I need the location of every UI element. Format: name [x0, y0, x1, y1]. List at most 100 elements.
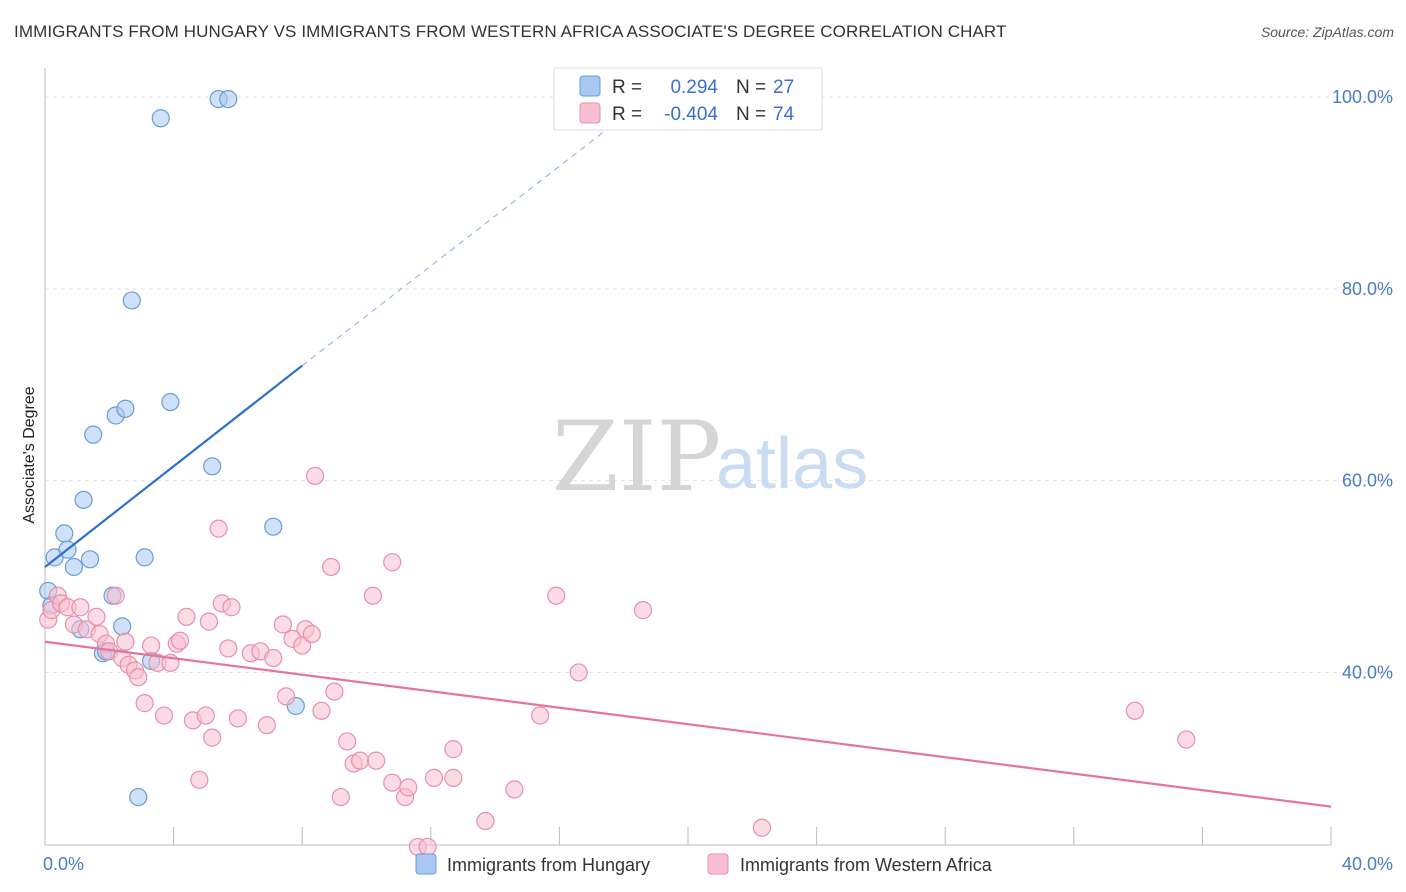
bottom-legend-swatch-western-africa: [707, 853, 729, 875]
hungary-point: [135, 548, 154, 567]
series-western-africa-points: [39, 466, 1196, 857]
y-axis-label: Associate's Degree: [21, 386, 38, 523]
western-africa-point: [367, 751, 386, 770]
western-africa-point: [209, 519, 228, 538]
x-tick-label: 0.0%: [43, 854, 84, 874]
hungary-point: [161, 392, 180, 412]
western-africa-point: [141, 636, 161, 655]
legend-r-label-western-africa: R =: [612, 104, 642, 125]
hungary-point: [64, 557, 84, 577]
hungary-point: [55, 524, 74, 543]
western-africa-point: [322, 557, 341, 577]
top-legend: R = 0.294 N = 27 R = -0.404 N = 74: [553, 67, 823, 131]
y-tick-label: 80.0%: [1342, 279, 1393, 299]
bottom-legend-label-hungary: Immigrants from Hungary: [447, 855, 650, 875]
legend-n-label-hungary: N =: [736, 77, 766, 98]
bottom-legend-swatch-hungary: [415, 853, 437, 875]
hungary-point: [113, 617, 132, 636]
western-africa-point: [383, 773, 402, 792]
axes: [44, 68, 1332, 846]
x-tick-label: 40.0%: [1342, 854, 1393, 874]
western-africa-point: [531, 706, 550, 725]
legend-swatch-hungary: [579, 75, 601, 97]
western-africa-point: [228, 709, 247, 728]
hungary-point: [84, 425, 103, 444]
y-tick-label: 60.0%: [1342, 471, 1393, 491]
hungary-point: [203, 457, 222, 476]
western-africa-point: [257, 716, 276, 735]
source-label: Source: ZipAtlas.com: [1260, 24, 1394, 40]
western-africa-point: [106, 586, 125, 605]
legend-r-value-western-africa: -0.404: [664, 104, 718, 125]
western-africa-point: [444, 768, 463, 787]
hungary-point: [151, 109, 170, 128]
hungary-point: [129, 787, 148, 807]
hungary-point: [122, 291, 141, 310]
western-africa-point: [302, 624, 321, 644]
grid-lines: [45, 96, 1392, 673]
tick-labels: 100.0% 80.0% 60.0% 40.0% 0.0% 40.0%: [43, 87, 1393, 874]
y-tick-label: 40.0%: [1342, 662, 1393, 682]
western-africa-point: [219, 639, 238, 658]
western-africa-point: [264, 648, 283, 668]
series-hungary-points: [39, 89, 305, 807]
bottom-legend-label-western-africa: Immigrants from Western Africa: [740, 855, 993, 875]
hungary-trend-extension: [301, 115, 625, 367]
western-africa-point: [569, 663, 588, 682]
western-africa-point: [424, 768, 444, 787]
western-africa-point: [476, 811, 495, 831]
hungary-point: [80, 550, 100, 569]
western-africa-point: [399, 778, 418, 797]
legend-swatch-western-africa: [579, 102, 601, 124]
western-africa-point: [154, 706, 174, 725]
watermark: ZIP atlas: [552, 401, 868, 513]
western-africa-point: [135, 694, 154, 713]
western-africa-point: [277, 687, 296, 706]
western-africa-point: [418, 837, 437, 857]
western-africa-point: [444, 740, 463, 759]
western-africa-point: [196, 706, 215, 725]
western-africa-point: [305, 466, 325, 485]
western-africa-point: [331, 787, 350, 807]
bottom-legend: Immigrants from Hungary Immigrants from …: [415, 853, 993, 875]
hungary-point: [116, 399, 135, 418]
western-africa-trend-line: [44, 640, 1332, 808]
western-africa-point: [170, 631, 190, 650]
western-africa-point: [752, 818, 772, 837]
western-africa-point: [350, 751, 370, 770]
legend-n-label-western-africa: N =: [736, 104, 766, 125]
western-africa-point: [203, 728, 222, 747]
western-africa-point: [338, 732, 357, 751]
western-africa-point: [383, 553, 402, 572]
hungary-point: [74, 490, 93, 509]
western-africa-point: [312, 701, 331, 720]
western-africa-point: [1177, 730, 1196, 749]
western-africa-point: [87, 607, 106, 626]
western-africa-point: [633, 601, 653, 620]
y-tick-label: 100.0%: [1332, 87, 1393, 107]
western-africa-point: [547, 586, 566, 605]
western-africa-point: [273, 615, 293, 634]
legend-r-label-hungary: R =: [612, 77, 642, 98]
western-africa-point: [71, 598, 90, 617]
western-africa-point: [222, 598, 241, 617]
western-africa-point: [190, 770, 209, 789]
western-africa-point: [177, 607, 196, 626]
trend-lines: [44, 115, 1332, 808]
western-africa-point: [199, 612, 219, 631]
western-africa-point: [363, 586, 383, 605]
western-africa-point: [325, 682, 344, 701]
watermark-atlas: atlas: [716, 424, 868, 504]
hungary-point: [219, 89, 238, 109]
western-africa-point: [129, 668, 148, 687]
western-africa-point: [1125, 701, 1144, 720]
western-africa-point: [116, 632, 135, 651]
hungary-point: [264, 517, 283, 536]
legend-r-value-hungary: 0.294: [670, 77, 718, 98]
legend-n-value-western-africa: 74: [773, 104, 795, 125]
chart-title: IMMIGRANTS FROM HUNGARY VS IMMIGRANTS FR…: [14, 22, 1007, 41]
hungary-trend-line: [44, 364, 303, 568]
watermark-zip: ZIP: [552, 401, 721, 513]
legend-n-value-hungary: 27: [773, 77, 794, 98]
